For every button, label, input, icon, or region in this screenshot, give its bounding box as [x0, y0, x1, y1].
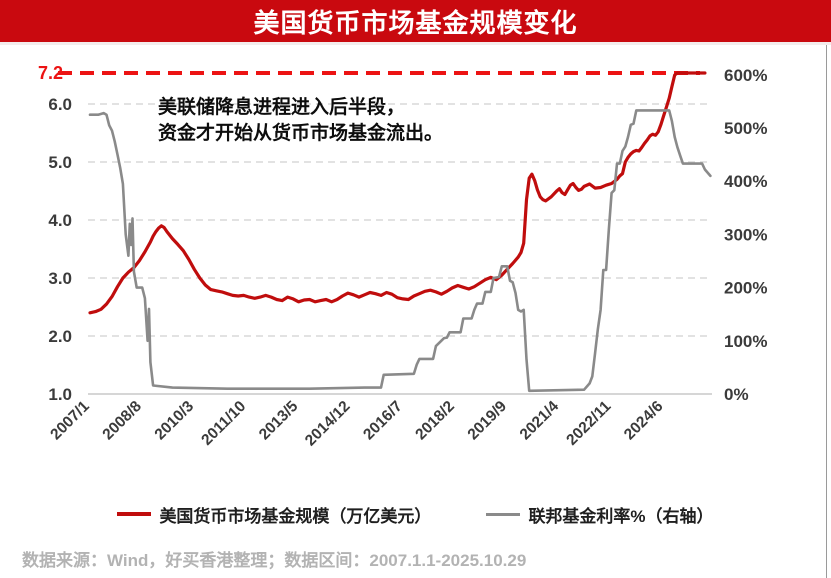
- y-right-tick-label: 300%: [724, 225, 767, 244]
- legend-label-fedfunds: 联邦基金利率%（右轴）: [528, 506, 714, 526]
- y-right-tick-label: 200%: [724, 279, 767, 298]
- x-tick-label: 2019/9: [465, 398, 511, 444]
- annotation-line-2: 资金才开始从货币市场基金流出。: [158, 123, 444, 144]
- y-right-tick-label: 600%: [724, 66, 767, 85]
- x-tick-label: 2018/2: [412, 398, 458, 444]
- x-tick-label: 2014/12: [302, 398, 354, 450]
- x-tick-label: 2016/7: [360, 398, 406, 444]
- right-edge-border: [826, 45, 827, 578]
- y-left-tick-label: 6.0: [48, 95, 72, 114]
- y-left-tick-label: 3.0: [48, 269, 72, 288]
- mmf-size-line: [88, 71, 707, 315]
- x-tick-label: 2011/10: [198, 398, 249, 449]
- x-tick-label: 2024/6: [621, 398, 667, 444]
- annotation-line-1: 美联储降息进程进入后半段，: [158, 97, 406, 118]
- legend-item-mmf: 美国货币市场基金规模（万亿美元）: [117, 502, 431, 527]
- chart-canvas: 1.0 2.0 3.0 4.0 5.0 6.0 7.2 0% 100% 200% 300% 400% 5…: [38, 63, 768, 450]
- x-tick-label: 2021/4: [517, 398, 563, 444]
- x-tick-label: 2008/8: [99, 398, 145, 444]
- y-left-tick-label: 1.0: [48, 385, 72, 404]
- gray-line-swatch: [486, 512, 521, 516]
- chart-area: 1.0 2.0 3.0 4.0 5.0 6.0 7.2 0% 100% 200% 300% 400% 5…: [0, 45, 831, 497]
- x-tick-label: 2010/3: [152, 398, 198, 444]
- x-tick-label: 2022/11: [563, 398, 614, 449]
- data-source-note: 数据来源：Wind，好买香港整理；数据区间：2007.1.1-2025.10.2…: [22, 551, 527, 570]
- legend: 美国货币市场基金规模（万亿美元） 联邦基金利率%（右轴）: [0, 499, 831, 529]
- y-left-tick-label: 2.0: [48, 327, 72, 346]
- y-right-tick-label: 400%: [724, 172, 767, 191]
- x-tick-label: 2013/5: [256, 398, 302, 444]
- x-tick-label: 2007/1: [47, 398, 93, 444]
- title-banner: 美国货币市场基金规模变化: [0, 0, 831, 45]
- legend-item-fedfunds: 联邦基金利率%（右轴）: [486, 502, 714, 527]
- annotation-7-2-label: 7.2: [38, 63, 63, 83]
- y-right-tick-label: 0%: [724, 385, 749, 404]
- chart-title: 美国货币市场基金规模变化: [253, 7, 578, 38]
- y-left-tick-label: 5.0: [48, 153, 72, 172]
- y-right-tick-label: 500%: [724, 119, 767, 138]
- fed-funds-rate-line: [88, 109, 712, 393]
- red-line-swatch: [117, 512, 152, 516]
- legend-label-mmf: 美国货币市场基金规模（万亿美元）: [159, 506, 432, 526]
- y-left-tick-label: 4.0: [48, 211, 72, 230]
- chart-annotation-text: 美联储降息进程进入后半段， 资金才开始从货币市场基金流出。: [158, 95, 443, 147]
- y-right-tick-label: 100%: [724, 332, 767, 351]
